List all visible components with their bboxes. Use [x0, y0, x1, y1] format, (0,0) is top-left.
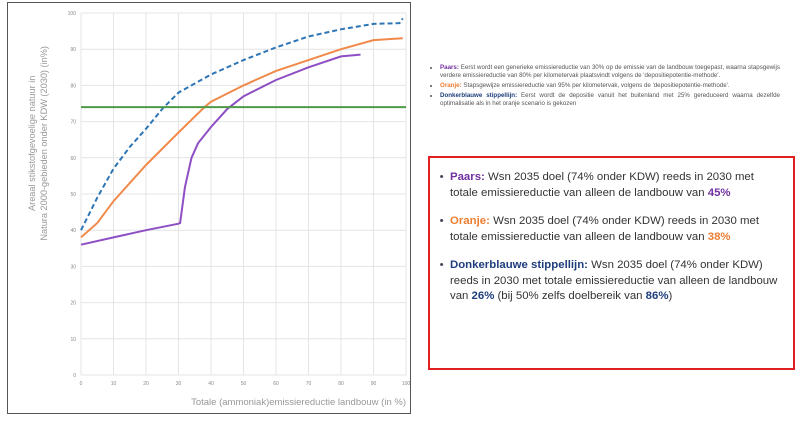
legend-item-paars: Paars: Eerst wordt een generieke emissie… — [440, 64, 780, 80]
x-tick-label: 90 — [371, 381, 377, 387]
line-chart: 0 10 20 30 40 50 60 70 80 90 100 0 10 20 30 40 50 60 70 80 9… — [27, 11, 411, 408]
y-axis-label: Areaal stikstofgevoelige natuur in — [27, 76, 37, 211]
x-tick-label: 50 — [241, 381, 247, 387]
conclusion-value: 86% — [645, 290, 669, 302]
series-line-oranje — [80, 37, 403, 239]
x-tick-label: 100 — [402, 381, 411, 387]
x-tick-label: 60 — [273, 381, 279, 387]
legend-item-blauw: Donkerblauwe stippellijn: Eerst wordt de… — [440, 92, 780, 108]
series-line-paars — [80, 53, 361, 246]
y-tick-label: 60 — [70, 156, 76, 162]
conclusions-box: Paars: Wsn 2035 doel (74% onder KDW) ree… — [428, 156, 795, 370]
legend-label: Oranje: — [440, 82, 462, 89]
conclusion-text: Wsn 2035 doel (74% onder KDW) reeds in 2… — [450, 259, 778, 302]
conclusion-label: Donkerblauwe stippellijn: — [450, 259, 588, 271]
y-tick-label: 70 — [70, 120, 76, 126]
x-tick-label: 20 — [143, 381, 149, 387]
legend-text: Stapsgewijze emissiereductie van 95% per… — [463, 82, 730, 89]
legend-item-oranje: Oranje: Stapsgewijze emissiereductie van… — [440, 82, 780, 90]
legend-text: Eerst wordt de depositie vanuit het buit… — [440, 92, 780, 107]
y-tick-label: 40 — [70, 228, 76, 234]
y-tick-label: 50 — [70, 192, 76, 198]
y-tick-label: 30 — [70, 264, 76, 270]
conclusion-label: Paars: — [450, 171, 485, 183]
conclusion-oranje: Oranje: Wsn 2035 doel (74% onder KDW) re… — [450, 214, 783, 245]
conclusion-text: ) — [668, 290, 673, 302]
x-tick-label: 10 — [111, 381, 117, 387]
chart-panel: 0 10 20 30 40 50 60 70 80 90 100 0 10 20 30 40 50 60 70 80 9… — [7, 2, 411, 414]
y-axis-label: Natura 2000-gebieden onder KDW (2030) (i… — [39, 46, 49, 241]
x-tick-label: 80 — [338, 381, 344, 387]
conclusion-text: Wsn 2035 doel (74% onder KDW) reeds in 2… — [450, 171, 754, 199]
legend-label: Paars: — [440, 64, 459, 71]
conclusion-value: 38% — [707, 230, 731, 243]
conclusion-text: Wsn 2035 doel (74% onder KDW) reeds in 2… — [450, 215, 759, 243]
y-tick-label: 0 — [73, 373, 76, 379]
y-tick-label: 20 — [70, 301, 76, 307]
x-tick-label: 0 — [80, 381, 83, 387]
x-tick-label: 40 — [208, 381, 214, 387]
y-tick-label: 100 — [68, 11, 77, 17]
y-tick-label: 10 — [70, 337, 76, 343]
conclusion-text: (bij 50% zelfs doelbereik van — [494, 290, 646, 302]
conclusion-value: 26% — [471, 290, 495, 302]
conclusion-value: 45% — [707, 186, 731, 199]
x-axis-label: Totale (ammoniak)emissiereductie landbou… — [191, 397, 406, 408]
conclusion-blauw: Donkerblauwe stippellijn: Wsn 2035 doel … — [450, 258, 783, 305]
y-tick-label: 80 — [70, 83, 76, 89]
legend-text: Eerst wordt een generieke emissiereducti… — [440, 64, 780, 79]
x-tick-label: 70 — [306, 381, 312, 387]
y-tick-label: 90 — [70, 47, 76, 53]
series-line-donkerblauwe-stippellijn — [80, 17, 404, 231]
conclusion-label: Oranje: — [450, 215, 490, 227]
conclusion-paars: Paars: Wsn 2035 doel (74% onder KDW) ree… — [450, 170, 783, 201]
x-tick-label: 30 — [176, 381, 182, 387]
legend-label: Donkerblauwe stippellijn: — [440, 92, 518, 99]
chart-legend: Paars: Eerst wordt een generieke emissie… — [428, 64, 780, 110]
